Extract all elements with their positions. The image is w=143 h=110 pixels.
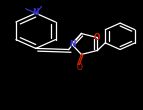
Text: O: O [94,33,101,42]
Text: N: N [69,39,76,49]
Text: N: N [32,8,39,17]
Text: O: O [77,63,83,72]
